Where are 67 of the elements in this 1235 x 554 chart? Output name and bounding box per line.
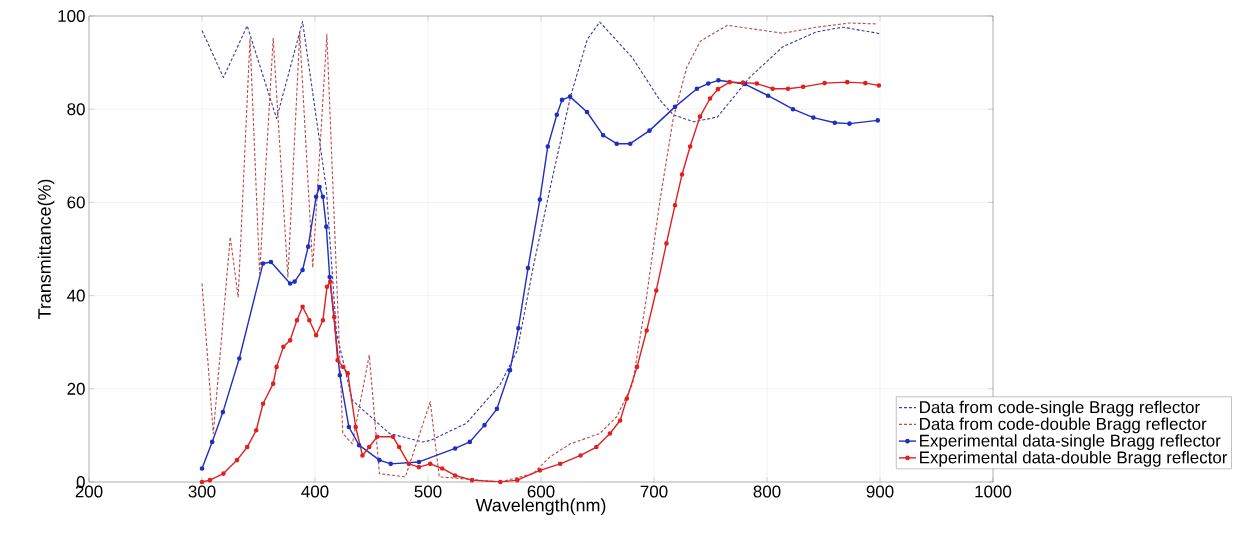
point (482, 422, 487, 428)
legend-label: Experimental data-double Bragg reflector (920, 451, 1228, 467)
point (811, 115, 816, 120)
point (300, 267, 305, 273)
x-tick-label: 700 (640, 485, 668, 498)
y-tick-label: 80 (67, 103, 85, 116)
point (320, 194, 326, 200)
point (559, 97, 565, 103)
point (537, 197, 543, 202)
point (584, 109, 590, 115)
point (847, 121, 852, 126)
x-axis-title: Wavelength(nm) (475, 498, 606, 516)
point (467, 439, 473, 445)
point (209, 439, 215, 445)
point (875, 118, 881, 123)
point (790, 106, 796, 112)
x-tick-label: 1000 (975, 485, 1012, 498)
x-tick-label: 400 (301, 485, 329, 498)
point (220, 409, 226, 415)
point (525, 265, 531, 271)
point (346, 424, 352, 430)
point (545, 144, 551, 149)
point (765, 93, 771, 98)
point (416, 459, 422, 465)
legend-label: Experimental data-single Bragg reflector (920, 434, 1221, 451)
point (199, 466, 205, 471)
point (567, 94, 573, 99)
point (356, 442, 362, 448)
point (554, 112, 560, 118)
y-tick-label: 20 (67, 382, 85, 395)
point (317, 184, 322, 190)
point (313, 194, 319, 200)
legend-label: Data from code-single Bragg reflector (920, 400, 1200, 417)
point (287, 281, 293, 286)
x-tick-label: 800 (753, 485, 781, 498)
x-tick-label: 900 (866, 485, 894, 498)
point (452, 446, 458, 451)
x-tick-label: 500 (414, 485, 442, 498)
point (236, 356, 242, 361)
point (516, 325, 521, 331)
x-tick-label: 600 (527, 485, 555, 498)
point (268, 259, 274, 265)
y-tick-label: 60 (67, 196, 85, 209)
point (324, 224, 329, 229)
point (305, 244, 311, 249)
point (647, 128, 652, 133)
point (377, 457, 382, 463)
point (716, 78, 721, 83)
point (627, 141, 633, 146)
point (694, 86, 700, 91)
y-tick-label: 100 (58, 10, 85, 22)
point (832, 120, 838, 126)
y-axis-title: Transmittance(%) (37, 179, 55, 320)
point (327, 274, 332, 280)
point (292, 279, 297, 284)
point (614, 141, 620, 146)
point (600, 132, 606, 138)
point (507, 367, 513, 373)
point (337, 372, 343, 378)
y-tick-label: 40 (67, 289, 85, 302)
point (672, 104, 678, 110)
point (260, 261, 266, 266)
legend-label: Data from code-double Bragg reflector (920, 417, 1207, 434)
x-tick-label: 300 (188, 485, 216, 498)
point (494, 406, 500, 412)
point (388, 461, 394, 467)
point (705, 81, 711, 86)
